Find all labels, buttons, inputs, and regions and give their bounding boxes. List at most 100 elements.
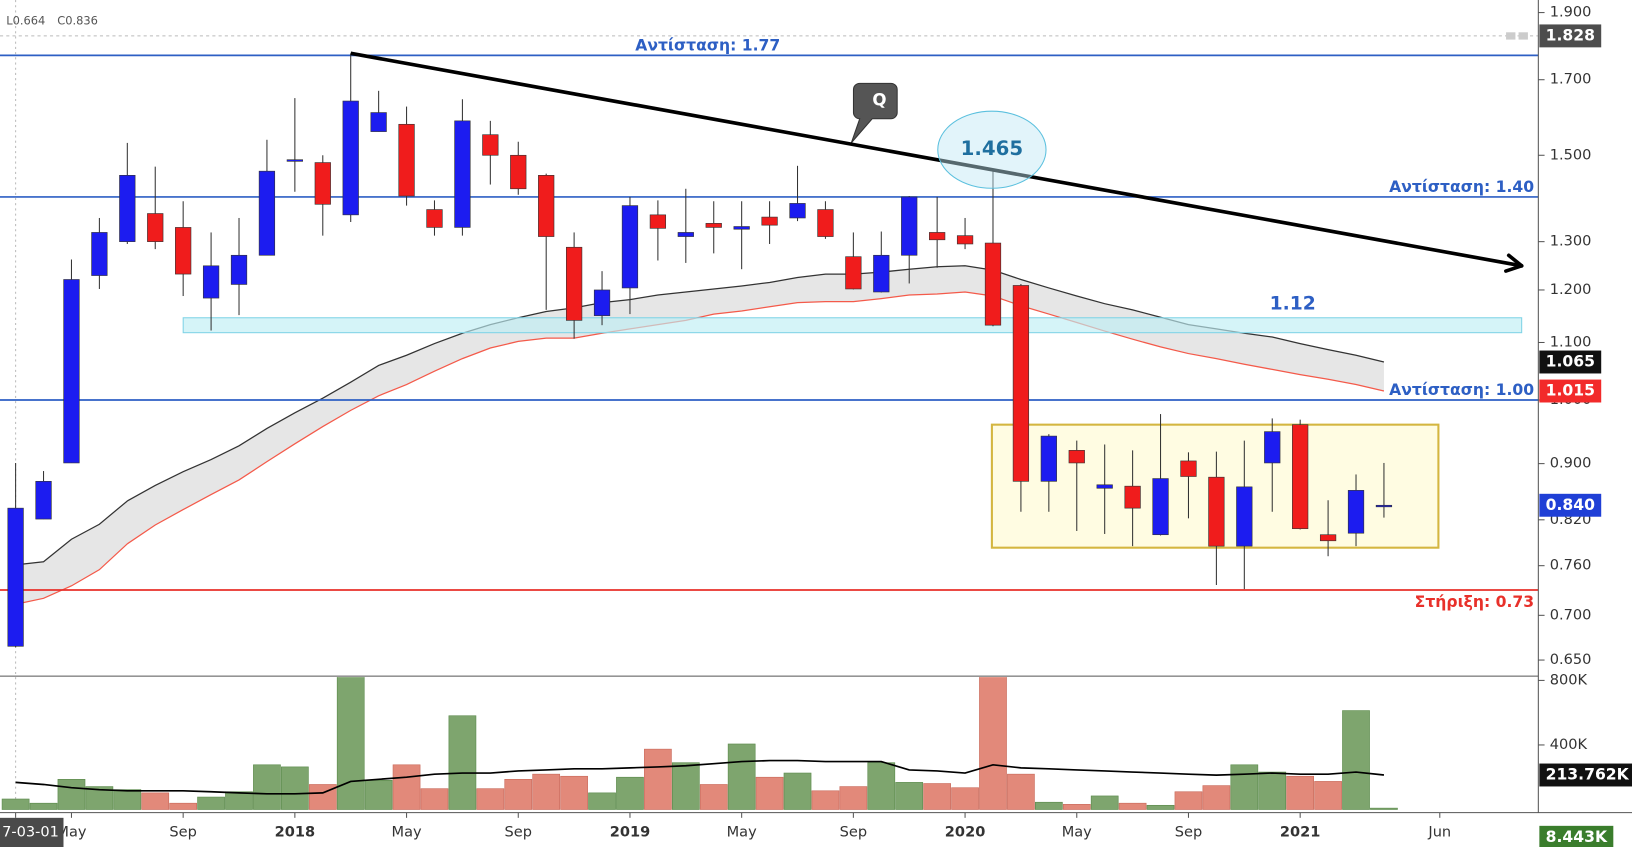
value-box [1539, 825, 1614, 847]
volume-bar [811, 790, 840, 810]
value-box-label: 8.443K [1546, 828, 1608, 846]
volume-bar [839, 786, 868, 810]
candle-body [1068, 450, 1085, 464]
y-tick-label: 800K [1550, 671, 1588, 688]
candle-body [370, 112, 387, 132]
moving-average [15, 265, 1385, 566]
value-box-label: 1.065 [1546, 353, 1595, 371]
candle-body [510, 154, 527, 190]
volume-bar [141, 792, 170, 810]
candle-body [901, 196, 918, 256]
candle-body [1012, 285, 1030, 482]
candle-body [1264, 431, 1281, 464]
volume-bar [979, 677, 1007, 810]
y-tick-label: 0.900 [1550, 455, 1592, 472]
x-tick-label: May [56, 823, 86, 840]
candle-body [733, 226, 750, 230]
volume-bar [476, 788, 505, 810]
candle-body [1152, 478, 1169, 536]
volume-bar [113, 789, 142, 810]
value-box [1539, 763, 1632, 787]
y-tick-label: 0.650 [1550, 651, 1592, 668]
candle-body [845, 256, 862, 290]
volume-bar [336, 677, 365, 810]
volume-bar [532, 773, 561, 810]
y-tick-label: 1.300 [1550, 233, 1592, 250]
volume-bar [29, 802, 58, 810]
volume-bar [1174, 791, 1203, 810]
volume-bar [85, 786, 114, 810]
candle-body [426, 209, 443, 228]
candle-body [1236, 486, 1253, 547]
zone-label: 1.12 [1270, 294, 1316, 315]
volume-bar [364, 779, 393, 810]
zone [182, 317, 1523, 334]
candle-body [677, 232, 694, 237]
volume-bar [560, 775, 588, 810]
trendline [350, 51, 1522, 268]
candle-body [119, 175, 136, 242]
value-box [1539, 379, 1602, 403]
x-tick-label: May [1062, 823, 1092, 840]
level-label: Αντίσταση: 1.77 [635, 36, 780, 54]
volume-bar [1118, 802, 1147, 810]
y-tick-label: 0.700 [1550, 606, 1592, 623]
readout: C0.836 [57, 13, 98, 27]
volume-bar [1, 798, 30, 810]
volume-bar [197, 796, 225, 810]
volume-bar [783, 772, 812, 810]
candle-body [817, 209, 834, 237]
candle-body [538, 175, 555, 237]
volume-bar [225, 791, 253, 810]
candle-body [342, 100, 359, 216]
x-tick-label: Sep [840, 823, 867, 840]
candle-body [1319, 534, 1337, 542]
volume-bar [1314, 781, 1342, 810]
volume-bar [895, 782, 924, 810]
y-tick-label: 0.760 [1550, 557, 1592, 574]
volume-bar [1286, 775, 1315, 810]
value-box [1539, 24, 1602, 48]
volume-bar [169, 802, 198, 810]
candle-body [1040, 435, 1057, 482]
y-tick-label: 1.200 [1550, 281, 1592, 298]
volume-bar [1230, 764, 1259, 810]
x-tick-label: Sep [169, 823, 196, 840]
volume-bar [281, 766, 309, 810]
icon [1506, 32, 1516, 40]
value-box [1539, 493, 1602, 517]
candle-body [1347, 490, 1365, 534]
candle-body [398, 123, 415, 197]
readout: L0.664 [6, 13, 45, 27]
volume-bar [923, 783, 951, 810]
annotations: Q 1.12 Αντίσταση: 1.77 Αντίσταση: 1.40 Αντί… [350, 32, 1534, 611]
candle-body [789, 203, 806, 219]
x-tick-label: Sep [1175, 823, 1202, 840]
value-box-label: 0.840 [1546, 496, 1595, 514]
x-tick-label: 2021 [1280, 823, 1321, 840]
volume-bar [699, 784, 728, 810]
volume-bar [951, 787, 979, 810]
candle-body [984, 242, 1002, 326]
volume-bar [57, 779, 86, 810]
candle-body [956, 235, 974, 245]
candle-body [147, 213, 164, 242]
candle-body [929, 232, 946, 241]
x-tick-label: 2018 [275, 823, 316, 840]
candle-body [705, 223, 722, 228]
candle-body [1375, 504, 1393, 508]
candle-body [63, 279, 80, 464]
candle-body [286, 159, 303, 162]
volume-bar [616, 776, 644, 810]
volume-bar [644, 748, 672, 810]
date-box [0, 817, 64, 847]
x-tick-label: May [392, 823, 422, 840]
candle-body [1292, 424, 1309, 530]
volume-bar [1258, 771, 1287, 810]
volume-bar [727, 743, 756, 810]
callout-box [850, 82, 898, 144]
candles [7, 53, 1393, 648]
candle-body [482, 134, 499, 156]
